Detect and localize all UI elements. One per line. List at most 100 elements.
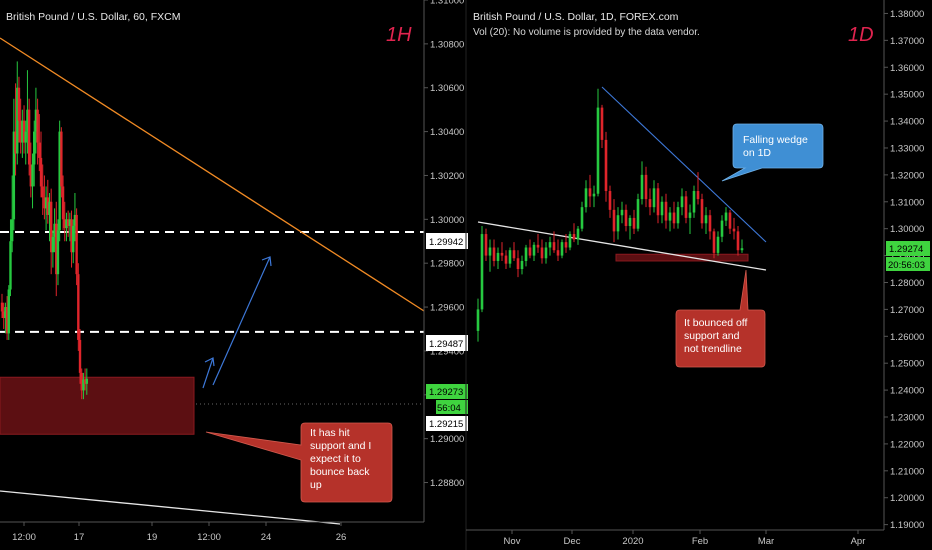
right-candle — [608, 185, 612, 218]
left-candle — [14, 83, 17, 176]
left-x-tick-label: 12:00 — [197, 532, 221, 543]
right-time-axis[interactable]: Nov Dec 2020 Feb Mar Apr — [466, 529, 884, 547]
left-candle — [4, 302, 7, 334]
left-candle — [17, 76, 21, 143]
left-price-tag-upper: 1.29942 — [426, 233, 468, 249]
left-candle — [44, 186, 48, 231]
right-candle — [560, 239, 564, 259]
left-candle — [9, 219, 12, 297]
right-y-tick-label: 1.24000 — [890, 386, 924, 397]
left-y-tick-label: 1.30400 — [430, 127, 464, 138]
left-candle — [53, 208, 56, 253]
right-y-tick-label: 1.35000 — [890, 90, 924, 101]
right-candle — [532, 242, 536, 261]
right-x-tick-label: Nov — [504, 536, 521, 547]
right-x-tick-label: Mar — [758, 536, 774, 547]
left-candles — [0, 61, 88, 400]
left-candle — [48, 193, 51, 242]
right-candle — [636, 193, 640, 232]
left-candle — [61, 175, 65, 231]
left-candle — [7, 285, 10, 340]
right-annotation-wedge-text: Falling wedge on 1D — [743, 134, 811, 159]
right-support-zone[interactable] — [615, 253, 749, 262]
right-candle — [604, 131, 608, 202]
left-y-tick-label: 1.29000 — [430, 434, 464, 445]
right-candle — [548, 236, 552, 256]
right-x-tick-label: 2020 — [622, 536, 643, 547]
right-candle — [568, 231, 572, 251]
right-candle — [612, 199, 616, 243]
right-annotation-wedge[interactable]: Falling wedge on 1D — [721, 123, 824, 182]
left-candle — [46, 179, 49, 224]
left-candle — [34, 87, 38, 154]
right-y-tick-label: 1.22000 — [890, 439, 924, 450]
right-annotation-bounce[interactable]: It bounced off support and not trendline — [675, 269, 766, 368]
left-time-axis[interactable]: 12:00 17 19 12:00 24 26 — [0, 521, 424, 543]
right-candle — [652, 180, 656, 213]
right-x-tick-label: Dec — [564, 536, 581, 547]
left-candle — [65, 212, 68, 242]
left-white-trendline[interactable] — [0, 490, 341, 525]
right-candle — [732, 217, 736, 240]
right-candle — [720, 215, 724, 243]
right-y-tick-label: 1.25000 — [890, 359, 924, 370]
right-candle — [552, 231, 556, 253]
left-candle — [29, 142, 33, 198]
right-candle — [676, 201, 680, 229]
right-candle — [668, 207, 672, 232]
right-candle — [484, 228, 488, 261]
left-candle — [43, 175, 46, 220]
left-chart-title: British Pound / U.S. Dollar, 60, FXCM — [6, 11, 180, 23]
right-y-tick-label: 1.20000 — [890, 493, 924, 504]
left-annotation-text: It has hit support and I expect it to bo… — [310, 427, 374, 491]
left-candle — [26, 70, 29, 154]
right-countdown-tag: 20:56:03 — [886, 257, 930, 271]
left-x-tick-label: 12:00 — [12, 532, 36, 543]
right-chart-panel[interactable]: British Pound / U.S. Dollar, 1D, FOREX.c… — [473, 11, 874, 368]
left-candle — [70, 210, 73, 268]
right-candle — [624, 204, 628, 232]
right-blue-trendline[interactable] — [601, 86, 767, 243]
left-candle — [55, 201, 58, 297]
right-candle — [664, 193, 668, 229]
left-support-zone[interactable] — [0, 376, 195, 435]
right-candle — [520, 255, 524, 275]
left-candle — [41, 164, 44, 215]
left-y-tick-label: 1.29600 — [430, 303, 464, 314]
left-orange-trendline[interactable] — [0, 37, 425, 312]
right-candle — [704, 207, 708, 235]
left-x-tick-label: 26 — [336, 532, 347, 543]
right-white-trendline[interactable] — [477, 221, 767, 271]
left-chart-panel[interactable]: British Pound / U.S. Dollar, 60, FXCM 1H… — [0, 0, 425, 525]
left-projection-arrow-short[interactable] — [202, 357, 215, 389]
left-x-tick-label: 17 — [74, 532, 85, 543]
left-candle — [19, 98, 22, 154]
left-candle — [5, 296, 9, 340]
right-x-tick-label: Apr — [851, 536, 866, 547]
left-candle — [77, 263, 80, 351]
left-candle — [39, 131, 43, 198]
right-candle — [728, 209, 732, 235]
left-projection-arrow-long[interactable] — [212, 256, 272, 386]
right-chart-title: British Pound / U.S. Dollar, 1D, FOREX.c… — [473, 11, 679, 23]
right-y-tick-label: 1.29000 — [890, 251, 924, 262]
right-candle — [648, 188, 652, 216]
right-candle — [564, 234, 568, 253]
right-candle — [620, 201, 624, 224]
left-y-tick-label: 1.31000 — [430, 0, 464, 7]
right-candle — [716, 231, 720, 256]
left-candle — [60, 127, 63, 198]
left-candle — [38, 114, 41, 172]
left-price-tag-last: 1.29273 — [426, 384, 468, 399]
right-candle — [672, 201, 676, 229]
right-y-tick-label: 1.32000 — [890, 170, 924, 181]
left-annotation-callout[interactable]: It has hit support and I expect it to bo… — [0, 0, 393, 503]
right-candle — [688, 204, 692, 235]
left-candle — [80, 368, 83, 400]
right-volume-note: Vol (20): No volume is provided by the d… — [473, 27, 700, 38]
right-y-tick-label: 1.26000 — [890, 332, 924, 343]
right-candle — [644, 166, 648, 208]
left-candle — [2, 302, 5, 329]
right-timeframe-badge: 1D — [848, 24, 874, 46]
svg-text:1.29274: 1.29274 — [889, 244, 923, 255]
